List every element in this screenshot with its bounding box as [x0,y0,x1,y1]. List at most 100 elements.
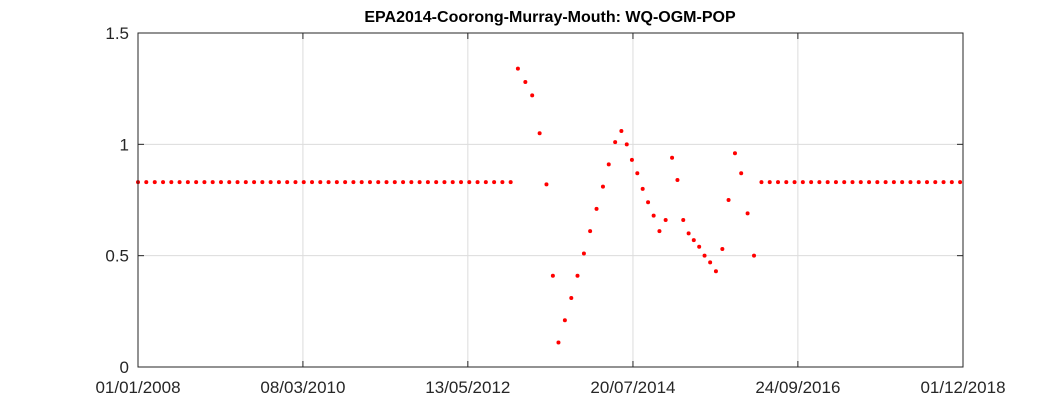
data-point [326,180,331,185]
data-point [384,180,389,185]
axis-ticks [137,32,964,368]
data-point [675,177,680,182]
chart-title: EPA2014-Coorong-Murray-Mouth: WQ-OGM-POP [364,9,736,26]
x-tick-labels: 01/01/2008 08/03/2010 13/05/2012 20/07/2014… [95,378,1005,397]
data-point [759,180,764,185]
data-point [556,340,561,345]
data-point [202,180,207,185]
data-point [809,180,814,185]
data-point [776,180,781,185]
data-point [318,180,323,185]
data-point [588,229,593,234]
data-point [161,180,166,185]
data-point [367,180,372,185]
data-point [185,180,190,185]
data-point [376,180,381,185]
data-point [850,180,855,185]
data-point [544,182,549,187]
data-point [883,180,888,185]
data-point [252,180,257,185]
data-point [569,295,574,300]
data-point [537,131,542,136]
data-point [194,180,199,185]
data-point [177,180,182,185]
data-point [417,180,422,185]
data-point [663,218,668,223]
data-point [691,238,696,243]
data-point [144,180,149,185]
data-point [218,180,223,185]
data-point [670,155,675,160]
data-point [739,171,744,176]
data-point [483,180,488,185]
data-point [908,180,913,185]
data-point [459,180,464,185]
data-point [392,180,397,185]
data-point [767,180,772,185]
data-point [800,180,805,185]
data-point [640,186,645,191]
data-point [686,231,691,236]
data-point [657,229,662,234]
y-tick-labels: 0 0.5 1 1.5 [105,24,129,377]
data-point [343,180,348,185]
data-point [702,253,707,258]
data-point [594,206,599,211]
x-tick-label: 20/07/2014 [590,378,675,397]
data-point [635,171,640,176]
x-tick-label: 13/05/2012 [425,378,510,397]
data-point [619,128,624,133]
data-point [924,180,929,185]
data-point [817,180,822,185]
data-point [285,180,290,185]
data-point [613,140,618,145]
data-point [500,180,505,185]
data-points [136,66,963,345]
y-tick-label: 0.5 [105,247,129,266]
data-point [792,180,797,185]
data-point [351,180,356,185]
data-point [268,180,273,185]
data-point [941,180,946,185]
data-point [745,211,750,216]
data-point [152,180,157,185]
plot-frame [137,32,964,368]
data-point [646,200,651,205]
data-point [169,180,174,185]
data-point [629,157,634,162]
data-point [858,180,863,185]
x-tick-label: 01/01/2008 [95,378,180,397]
data-point [562,318,567,323]
data-point [900,180,905,185]
data-point [515,66,520,71]
data-point [708,260,713,265]
data-point [606,162,611,167]
x-tick-label: 24/09/2016 [755,378,840,397]
data-point [334,180,339,185]
data-point [227,180,232,185]
data-point [442,180,447,185]
data-point [891,180,896,185]
data-point [492,180,497,185]
x-tick-label: 01/12/2018 [920,378,1005,397]
y-tick-label: 1 [120,135,129,154]
data-point [867,180,872,185]
data-point [260,180,265,185]
data-point [293,180,298,185]
data-point [581,251,586,256]
data-point [726,198,731,202]
data-point [210,180,215,185]
data-point [276,180,281,185]
data-point [401,180,406,185]
data-point [825,180,830,185]
data-point [713,269,718,274]
data-point [425,180,430,185]
data-point [624,142,629,147]
data-point [600,184,605,189]
data-point [508,180,513,185]
data-point [958,180,963,185]
data-point [784,180,789,185]
data-point [523,79,528,84]
data-point [530,93,535,98]
